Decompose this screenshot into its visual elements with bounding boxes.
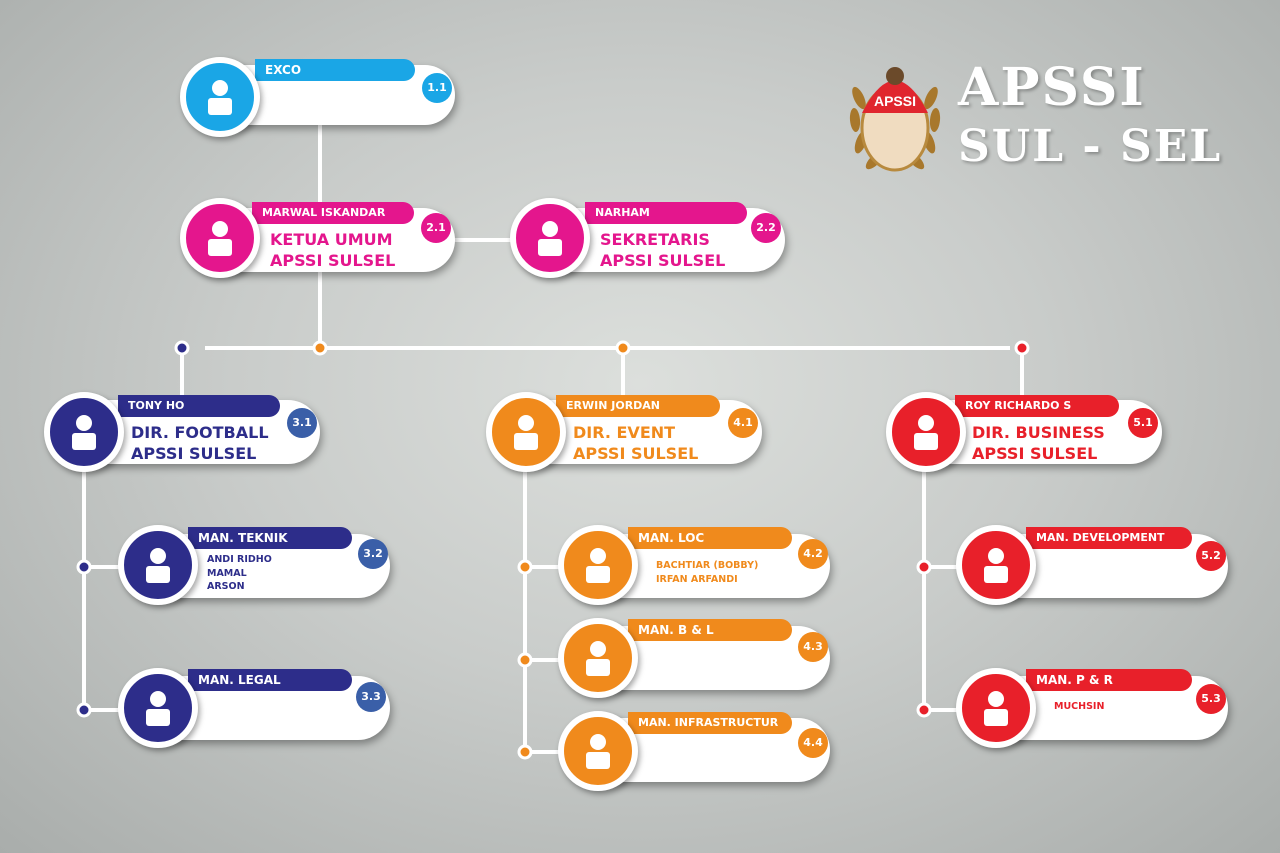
brand-title: APSSI [958,57,1146,118]
node-title: DIR. EVENT [573,423,676,442]
junction-dot [615,340,631,356]
node-tag: MAN. B & L [628,619,792,641]
member-name: ANDI RIDHO [207,554,272,565]
junction-dot [517,559,533,575]
brand-subtitle: SUL - SEL [958,121,1223,172]
node-tag: TONY HO [118,395,280,417]
junction-dot [76,559,92,575]
member-name: MUCHSIN [1054,701,1105,712]
person-icon [586,548,610,583]
node-title: APSSI SULSEL [270,251,396,270]
node-title: APSSI SULSEL [131,444,257,463]
node-tag: MARWAL ISKANDAR [252,202,414,224]
junction-dot [916,702,932,718]
node-tag: MAN. INFRASTRUCTUR [628,712,792,734]
avatar [486,392,566,472]
junction-dot [916,559,932,575]
member-list: BACHTIAR (BOBBY) IRFAN ARFANDI [656,559,758,586]
person-icon [914,415,938,450]
node-badge: 4.3 [798,632,828,662]
node-title: DIR. BUSINESS [972,423,1105,442]
avatar [118,668,198,748]
junction-dot [174,340,190,356]
node-tag: ERWIN JORDAN [556,395,720,417]
node-badge: 2.2 [751,213,781,243]
person-icon [146,691,170,726]
avatar [180,57,260,137]
node-tag: MAN. LEGAL [188,669,352,691]
person-icon [984,691,1008,726]
person-icon [586,641,610,676]
avatar [180,198,260,278]
person-icon [984,548,1008,583]
node-tag: ROY RICHARDO S [955,395,1119,417]
node-tag: MAN. LOC [628,527,792,549]
node-badge: 3.1 [287,408,317,438]
node-badge: 4.4 [798,728,828,758]
member-name: ARSON [207,581,245,592]
node-tag: NARHAM [585,202,747,224]
node-title: SEKRETARIS [600,230,710,249]
person-icon [208,80,232,115]
avatar [44,392,124,472]
person-icon [514,415,538,450]
node-badge: 5.2 [1196,541,1226,571]
member-name: MAMAL [207,567,247,579]
junction-dot [76,702,92,718]
junction-dot [312,340,328,356]
junction-dot [517,652,533,668]
avatar [886,392,966,472]
node-title: APSSI SULSEL [573,444,699,463]
avatar [956,525,1036,605]
logo-text: APSSI [874,93,916,109]
member-list: ANDI RIDHO MAMAL ARSON [207,553,272,594]
node-tag: MAN. DEVELOPMENT [1026,527,1192,549]
node-badge: 4.2 [798,539,828,569]
avatar [558,711,638,791]
apssi-logo: APSSI [845,58,945,178]
node-badge: 3.2 [358,539,388,569]
person-icon [538,221,562,256]
node-title: APSSI SULSEL [600,251,726,270]
node-badge: 5.3 [1196,684,1226,714]
avatar [118,525,198,605]
node-title: APSSI SULSEL [972,444,1098,463]
member-name: BACHTIAR (BOBBY) [656,560,759,571]
node-tag: MAN. TEKNIK [188,527,352,549]
node-badge: 4.1 [728,408,758,438]
person-icon [146,548,170,583]
node-title: KETUA UMUM [270,230,393,249]
avatar [558,618,638,698]
node-badge: 3.3 [356,682,386,712]
node-tag: MAN. P & R [1026,669,1192,691]
node-badge: 1.1 [422,73,452,103]
node-badge: 2.1 [421,213,451,243]
person-icon [586,734,610,769]
person-icon [208,221,232,256]
node-title: DIR. FOOTBALL [131,423,269,442]
avatar [558,525,638,605]
member-list: MUCHSIN [1054,700,1104,714]
member-name: IRFAN ARFANDI [656,573,738,585]
avatar [956,668,1036,748]
node-tag: EXCO [255,59,415,81]
person-icon [72,415,96,450]
junction-dot [1014,340,1030,356]
avatar [510,198,590,278]
junction-dot [517,744,533,760]
node-badge: 5.1 [1128,408,1158,438]
